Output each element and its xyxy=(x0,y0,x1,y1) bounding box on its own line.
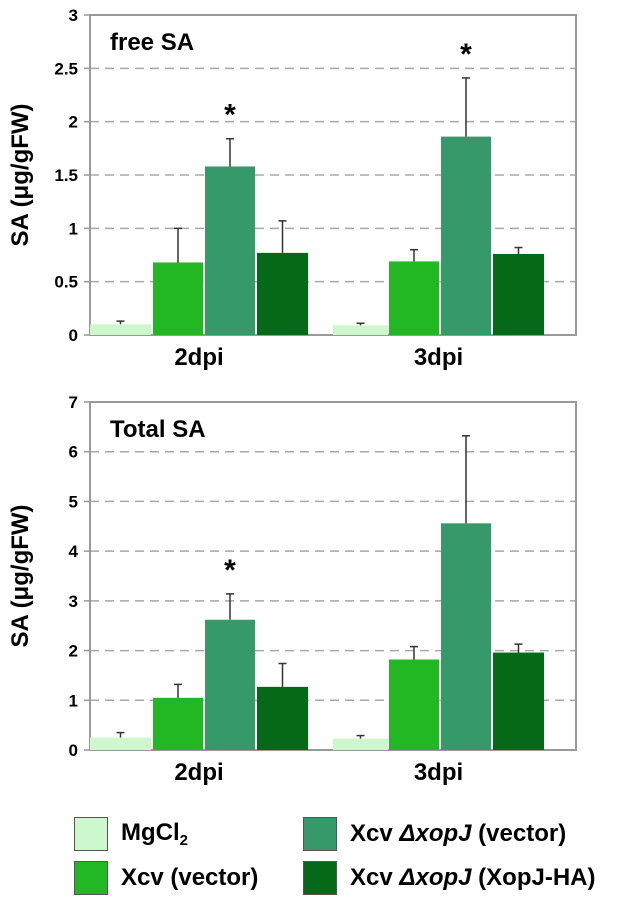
x-category-label: 2dpi xyxy=(174,344,223,371)
y-tick-label: 1.5 xyxy=(54,166,78,185)
significance-star: * xyxy=(224,99,236,132)
bar-xcv-vector-2dpi xyxy=(153,697,203,750)
legend-item-xcv-vector: Xcv (vector) xyxy=(74,861,258,895)
bar-xcv-vector-2dpi xyxy=(153,262,203,335)
legend-swatch-mgcl2 xyxy=(74,817,108,851)
y-tick-label: 3 xyxy=(69,592,78,611)
x-category-label: 3dpi xyxy=(414,759,463,786)
bar-xcv-dxopj-vector-2dpi xyxy=(205,166,255,335)
legend-label-mgcl2: MgCl2 xyxy=(121,819,188,849)
y-axis-label: SA (μg/gFW) xyxy=(7,504,34,647)
bar-xcv-dxopj-xopj-ha-2dpi xyxy=(257,686,308,750)
bar-mgcl2-3dpi xyxy=(333,325,388,335)
chart-title: free SA xyxy=(110,29,194,56)
y-tick-label: 5 xyxy=(69,492,78,511)
bar-xcv-dxopj-vector-2dpi xyxy=(205,619,255,750)
legend-label-xcv-dxopj-xopj-ha: Xcv ΔxopJ (XopJ-HA) xyxy=(350,864,596,891)
charts-canvas: 0 0.5 1 1.5 2 2.5 3 2dpi 3dpi * * free SA SA (μg/gFW… xyxy=(7,6,577,786)
chart-title: Total SA xyxy=(110,416,206,443)
significance-star: * xyxy=(224,554,236,587)
y-tick-label: 2.5 xyxy=(54,59,78,78)
legend-label-xcv-vector: Xcv (vector) xyxy=(121,864,259,891)
bar-mgcl2-2dpi xyxy=(90,737,151,750)
y-axis-label: SA (μg/gFW) xyxy=(7,103,34,246)
bar-xcv-vector-3dpi xyxy=(389,659,439,750)
y-tick-label: 0 xyxy=(69,741,78,760)
legend-swatch-xcv-dxopj-vector xyxy=(303,817,337,851)
y-tick-label: 3 xyxy=(69,6,78,25)
legend-item-xcv-dxopj-xopj-ha: Xcv ΔxopJ (XopJ-HA) xyxy=(303,861,596,895)
bar-xcv-dxopj-vector-3dpi xyxy=(441,136,491,335)
bar-xcv-dxopj-vector-3dpi xyxy=(441,523,491,750)
y-tick-label: 0.5 xyxy=(54,273,78,292)
y-tick-label: 1 xyxy=(69,691,78,710)
y-tick-label: 0 xyxy=(69,326,78,345)
bar-xcv-dxopj-xopj-ha-3dpi xyxy=(493,253,544,335)
legend: MgCl2 Xcv ΔxopJ (vector) Xcv (vector) Xc… xyxy=(0,806,644,898)
bar-xcv-dxopj-xopj-ha-2dpi xyxy=(257,252,308,335)
legend-swatch-xcv-vector xyxy=(74,861,108,895)
legend-item-xcv-dxopj-vector: Xcv ΔxopJ (vector) xyxy=(303,817,566,851)
bar-xcv-vector-3dpi xyxy=(389,261,439,335)
y-tick-label: 6 xyxy=(69,443,78,462)
legend-swatch-xcv-dxopj-xopj-ha xyxy=(303,861,337,895)
y-tick-label: 4 xyxy=(69,542,79,561)
significance-star: * xyxy=(460,38,472,71)
y-tick-label: 2 xyxy=(69,113,78,132)
bar-mgcl2-3dpi xyxy=(333,738,388,750)
bar-mgcl2-2dpi xyxy=(90,324,151,335)
x-category-label: 2dpi xyxy=(174,759,223,786)
x-category-label: 3dpi xyxy=(414,344,463,371)
y-tick-label: 1 xyxy=(69,219,78,238)
legend-item-mgcl2: MgCl2 xyxy=(74,817,188,851)
bar-xcv-dxopj-xopj-ha-3dpi xyxy=(493,652,544,750)
chart-free-sa: 0 0.5 1 1.5 2 2.5 3 2dpi 3dpi * * free SA SA (μg/gFW… xyxy=(7,6,577,371)
y-tick-label: 2 xyxy=(69,642,78,661)
legend-label-xcv-dxopj-vector: Xcv ΔxopJ (vector) xyxy=(350,820,567,847)
chart-total-sa: 0 1 2 3 4 5 6 7 2dpi 3dpi * Total SA SA (μg/gFW) xyxy=(7,393,577,786)
y-tick-label: 7 xyxy=(69,393,78,412)
